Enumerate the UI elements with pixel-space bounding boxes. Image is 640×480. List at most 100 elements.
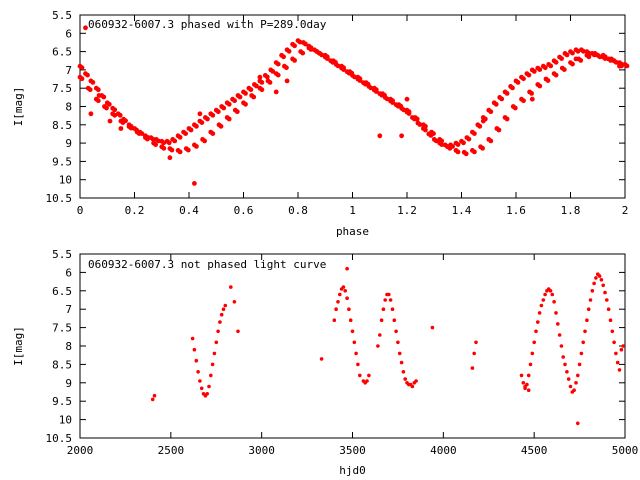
data-point	[251, 94, 257, 100]
data-point	[367, 373, 371, 378]
data-point	[243, 101, 248, 107]
data-point	[232, 300, 237, 304]
data-point	[334, 307, 338, 312]
data-point	[215, 109, 221, 115]
data-point	[284, 65, 289, 71]
data-point	[104, 105, 109, 111]
data-point	[172, 138, 178, 144]
y-tick-label: 6	[65, 266, 72, 279]
data-point	[610, 329, 615, 334]
data-point	[259, 80, 265, 85]
data-point	[155, 138, 161, 144]
data-point	[570, 50, 575, 56]
data-point	[192, 347, 197, 352]
y-tick-label: 10.5	[46, 192, 73, 205]
data-point	[414, 116, 420, 122]
y-tick-label: 8	[65, 101, 72, 114]
data-point	[216, 329, 220, 334]
data-point	[136, 131, 142, 137]
data-point	[410, 384, 415, 389]
data-point	[472, 131, 477, 137]
data-point	[341, 285, 346, 289]
data-point	[378, 333, 382, 337]
data-point	[510, 85, 515, 91]
data-point	[166, 140, 172, 146]
data-point	[585, 318, 589, 323]
data-point	[526, 373, 531, 378]
data-point	[101, 94, 107, 100]
data-point	[605, 298, 609, 302]
x-tick-label: 5000	[612, 444, 639, 457]
data-point	[397, 351, 402, 356]
data-point	[542, 65, 548, 71]
data-point	[521, 76, 526, 82]
data-point	[345, 296, 349, 301]
raw-light-curve-x-axis-label: hjd0	[339, 464, 366, 477]
data-point	[192, 181, 197, 186]
data-point	[381, 307, 386, 312]
data-point	[341, 65, 346, 71]
y-tick-label: 7.5	[52, 82, 72, 95]
data-point	[461, 140, 466, 146]
data-point	[577, 362, 582, 367]
data-point	[545, 78, 551, 83]
data-point	[594, 276, 598, 280]
data-point	[565, 370, 569, 374]
data-point	[541, 298, 546, 302]
x-tick-label: 3500	[339, 444, 366, 457]
data-point	[112, 107, 118, 113]
data-point	[612, 340, 616, 345]
data-point	[521, 381, 526, 385]
data-point	[85, 72, 90, 78]
data-point	[152, 393, 157, 398]
data-point	[281, 54, 286, 60]
data-point	[531, 69, 537, 74]
data-point	[617, 63, 622, 69]
data-point	[606, 307, 611, 312]
data-point	[383, 298, 388, 302]
x-tick-label: 1.6	[506, 204, 526, 217]
data-point	[570, 61, 575, 67]
data-point	[145, 136, 150, 142]
y-tick-label: 9	[65, 137, 72, 150]
x-tick-label: 2500	[158, 444, 185, 457]
data-point	[223, 303, 228, 308]
data-point	[512, 105, 518, 111]
data-point	[349, 70, 355, 76]
data-point	[382, 92, 387, 98]
x-tick-label: 3000	[248, 444, 275, 457]
data-point	[431, 131, 436, 137]
data-point	[264, 74, 270, 80]
data-point	[198, 379, 202, 383]
data-point	[345, 266, 349, 271]
data-point	[308, 47, 314, 52]
data-point	[202, 138, 208, 144]
x-tick-label: 1.2	[397, 204, 417, 217]
data-point	[243, 91, 248, 96]
data-point	[83, 25, 88, 31]
data-point	[324, 54, 330, 60]
data-point	[354, 351, 358, 356]
phased-plot-title: 060932-6007.3 phased with P=289.0day	[88, 18, 327, 31]
data-point	[199, 120, 205, 125]
data-point	[390, 307, 395, 312]
data-point	[615, 360, 620, 365]
data-point	[590, 289, 595, 293]
data-point	[316, 50, 322, 56]
data-point	[205, 116, 210, 122]
data-point	[232, 98, 238, 104]
data-point	[332, 318, 337, 323]
data-point	[347, 307, 351, 312]
data-point	[423, 127, 428, 133]
data-point	[470, 366, 475, 370]
y-tick-label: 8	[65, 340, 72, 353]
x-tick-label: 4000	[430, 444, 457, 457]
y-tick-label: 10	[59, 414, 72, 427]
data-point	[592, 281, 596, 286]
data-point	[273, 89, 279, 95]
data-point	[578, 58, 584, 63]
data-point	[530, 351, 535, 356]
data-point	[581, 48, 586, 54]
data-point	[539, 303, 544, 308]
